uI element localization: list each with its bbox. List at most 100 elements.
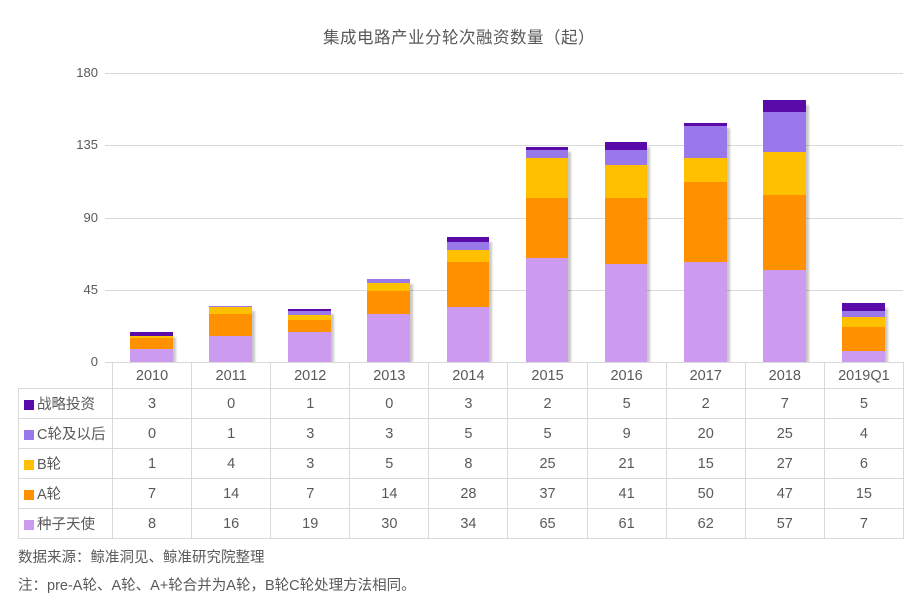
value-cell: 41	[586, 478, 667, 509]
bar-segment-B轮	[525, 158, 569, 199]
value-cell: 3	[270, 418, 351, 449]
value-cell: 4	[823, 418, 904, 449]
gridline-90	[105, 217, 903, 219]
value-cell: 5	[507, 418, 588, 449]
bar-segment-战略投资	[604, 142, 648, 151]
value-cell: 0	[349, 388, 430, 419]
bar-segment-A轮	[367, 291, 411, 314]
value-cell: 8	[428, 448, 509, 479]
value-cell: 62	[665, 508, 746, 539]
bar-segment-种子天使	[683, 262, 727, 362]
bar-segment-C轮及以后	[367, 278, 411, 284]
value-cell: 5	[428, 418, 509, 449]
stacked-bar-2014	[446, 236, 490, 362]
bar-segment-C轮及以后	[525, 150, 569, 159]
value-cell: 2	[665, 388, 746, 419]
stacked-bar-2011	[209, 305, 252, 362]
bar-segment-B轮	[288, 315, 332, 321]
value-cell: 3	[349, 418, 430, 449]
bar-segment-种子天使	[842, 350, 885, 362]
value-cell: 3	[428, 388, 509, 419]
bar-segment-B轮	[683, 158, 727, 183]
bar-column-2015	[507, 73, 586, 362]
methodology-note: 注：pre-A轮、A轮、A+轮合并为A轮，B轮C轮处理方法相同。	[18, 578, 416, 594]
value-cell: 28	[428, 478, 509, 509]
bar-segment-战略投资	[130, 331, 173, 337]
bar-segment-战略投资	[842, 302, 885, 311]
bar-segment-种子天使	[209, 336, 252, 362]
bar-segment-战略投资	[288, 309, 332, 311]
bar-segment-C轮及以后	[288, 310, 332, 316]
series-name: 种子天使	[37, 517, 95, 533]
value-cell: 25	[744, 418, 825, 449]
bar-column-2017	[666, 73, 745, 362]
value-cell: 57	[744, 508, 825, 539]
bar-segment-种子天使	[446, 307, 490, 362]
stacked-bar-2019Q1	[842, 302, 885, 362]
year-header-cell: 2019Q1	[823, 362, 904, 389]
table-header-row: 2010 2011 2012 2013 2014 2015 2016 2017 2018 2019…	[18, 362, 904, 389]
gridline-45	[105, 289, 903, 291]
value-cell: 7	[111, 478, 193, 509]
bar-segment-战略投资	[446, 236, 490, 242]
bar-column-2013	[349, 73, 428, 362]
value-cell: 61	[586, 508, 667, 539]
bar-segment-C轮及以后	[762, 111, 806, 152]
value-cell: 3	[270, 448, 351, 479]
series-label-cell: A轮	[18, 478, 113, 509]
gridline-180	[105, 73, 903, 74]
bar-segment-B轮	[209, 307, 252, 314]
bar-segment-A轮	[683, 182, 727, 263]
bar-segment-种子天使	[130, 349, 173, 362]
year-header-cell: 2011	[191, 362, 272, 389]
value-cell: 21	[586, 448, 667, 479]
value-cell: 30	[349, 508, 430, 539]
legend-color-chip	[24, 520, 34, 530]
year-header-cell: 2013	[349, 362, 430, 389]
value-cell: 47	[744, 478, 825, 509]
series-name: 战略投资	[37, 397, 95, 413]
value-cell: 5	[823, 388, 904, 419]
stacked-bar-2015	[525, 146, 569, 362]
table-corner-cell	[18, 362, 113, 389]
bar-segment-种子天使	[762, 270, 806, 362]
y-tick-label: 45	[83, 281, 98, 297]
table-row-B轮: B轮 1 4 3 5 8 25 21 15 27 6	[18, 448, 904, 479]
bar-segment-C轮及以后	[604, 150, 648, 165]
series-label-cell: B轮	[18, 448, 113, 479]
bar-segment-C轮及以后	[446, 241, 490, 250]
bar-segment-C轮及以后	[209, 305, 252, 308]
year-header-cell: 2010	[111, 362, 193, 389]
stacked-bar-2012	[288, 309, 332, 362]
year-header-cell: 2017	[665, 362, 746, 389]
stacked-bar-2013	[367, 278, 411, 362]
value-cell: 14	[191, 478, 272, 509]
year-header-cell: 2012	[270, 362, 351, 389]
bar-segment-B轮	[762, 151, 806, 196]
year-header-cell: 2015	[507, 362, 588, 389]
legend-color-chip	[24, 400, 34, 410]
value-cell: 34	[428, 508, 509, 539]
table-row-种子天使: 种子天使 8 16 19 30 34 65 61 62 57 7	[18, 508, 904, 539]
bar-column-2016	[587, 73, 666, 362]
value-cell: 6	[823, 448, 904, 479]
series-label-cell: 种子天使	[18, 508, 113, 539]
value-cell: 7	[744, 388, 825, 419]
year-header-cell: 2014	[428, 362, 509, 389]
value-cell: 1	[111, 448, 193, 479]
series-label-cell: 战略投资	[18, 388, 113, 419]
value-cell: 65	[507, 508, 588, 539]
bar-segment-A轮	[209, 313, 252, 337]
bar-segment-B轮	[367, 283, 411, 292]
stacked-bar-chart: 0 45 90 135 180	[76, 65, 903, 369]
bar-segment-C轮及以后	[683, 126, 727, 159]
bar-column-2014	[428, 73, 507, 362]
bar-column-2018	[745, 73, 824, 362]
value-cell: 1	[191, 418, 272, 449]
chart-data-table: 2010 2011 2012 2013 2014 2015 2016 2017 2018 2019…	[18, 362, 904, 539]
value-cell: 3	[111, 388, 193, 419]
bar-segment-战略投资	[525, 146, 569, 151]
bar-segment-B轮	[130, 336, 173, 338]
value-cell: 0	[111, 418, 193, 449]
series-name: B轮	[37, 457, 62, 473]
